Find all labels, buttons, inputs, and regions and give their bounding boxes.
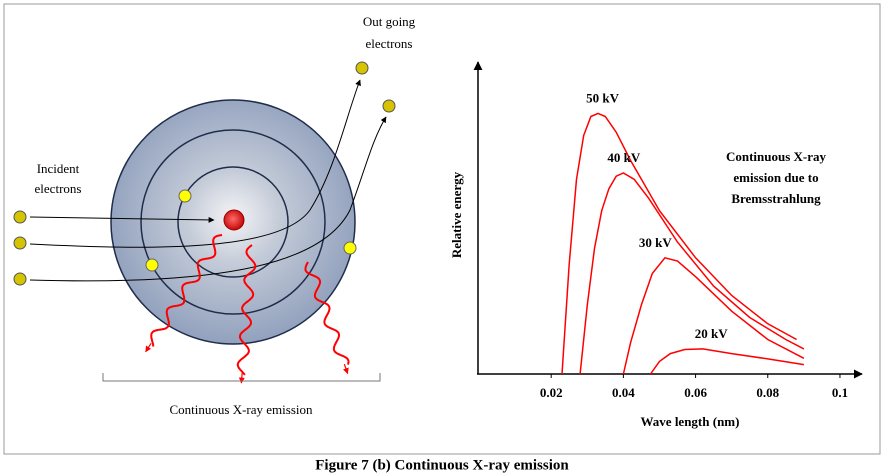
curve: [651, 349, 804, 374]
annotation: Continuous X-ray: [726, 149, 827, 164]
x-tick-label: 0.1: [832, 385, 848, 400]
curve-label: 20 kV: [695, 326, 728, 341]
atom: [111, 100, 356, 344]
incident-label: electrons: [35, 181, 82, 196]
emission-label: Continuous X-ray emission: [170, 402, 313, 417]
curve-label: 40 kV: [607, 150, 640, 165]
figure: Incident electrons Out going electrons C…: [0, 0, 884, 475]
x-tick-label: 0.02: [540, 385, 563, 400]
curve: [623, 258, 804, 374]
y-axis-label: Relative energy: [449, 171, 464, 258]
annotation: emission due to: [733, 170, 818, 185]
x-tick-label: 0.04: [612, 385, 635, 400]
annotation: Bremsstrahlung: [731, 191, 821, 206]
x-ray-arrow: [146, 343, 151, 351]
x-tick-label: 0.08: [756, 385, 779, 400]
axes: [477, 62, 862, 374]
x-tick-label: 0.06: [684, 385, 707, 400]
incident-label: Incident: [37, 161, 80, 176]
caption: Figure 7 (b) Continuous X-ray emission: [315, 457, 569, 473]
x-axis-label: Wave length (nm): [641, 414, 740, 429]
curve-label: 50 kV: [586, 90, 619, 105]
curve-label: 30 kV: [639, 235, 672, 250]
outgoing-label: electrons: [366, 36, 413, 51]
x-ray-arrow: [344, 364, 347, 373]
outgoing-label: Out going: [363, 14, 416, 29]
